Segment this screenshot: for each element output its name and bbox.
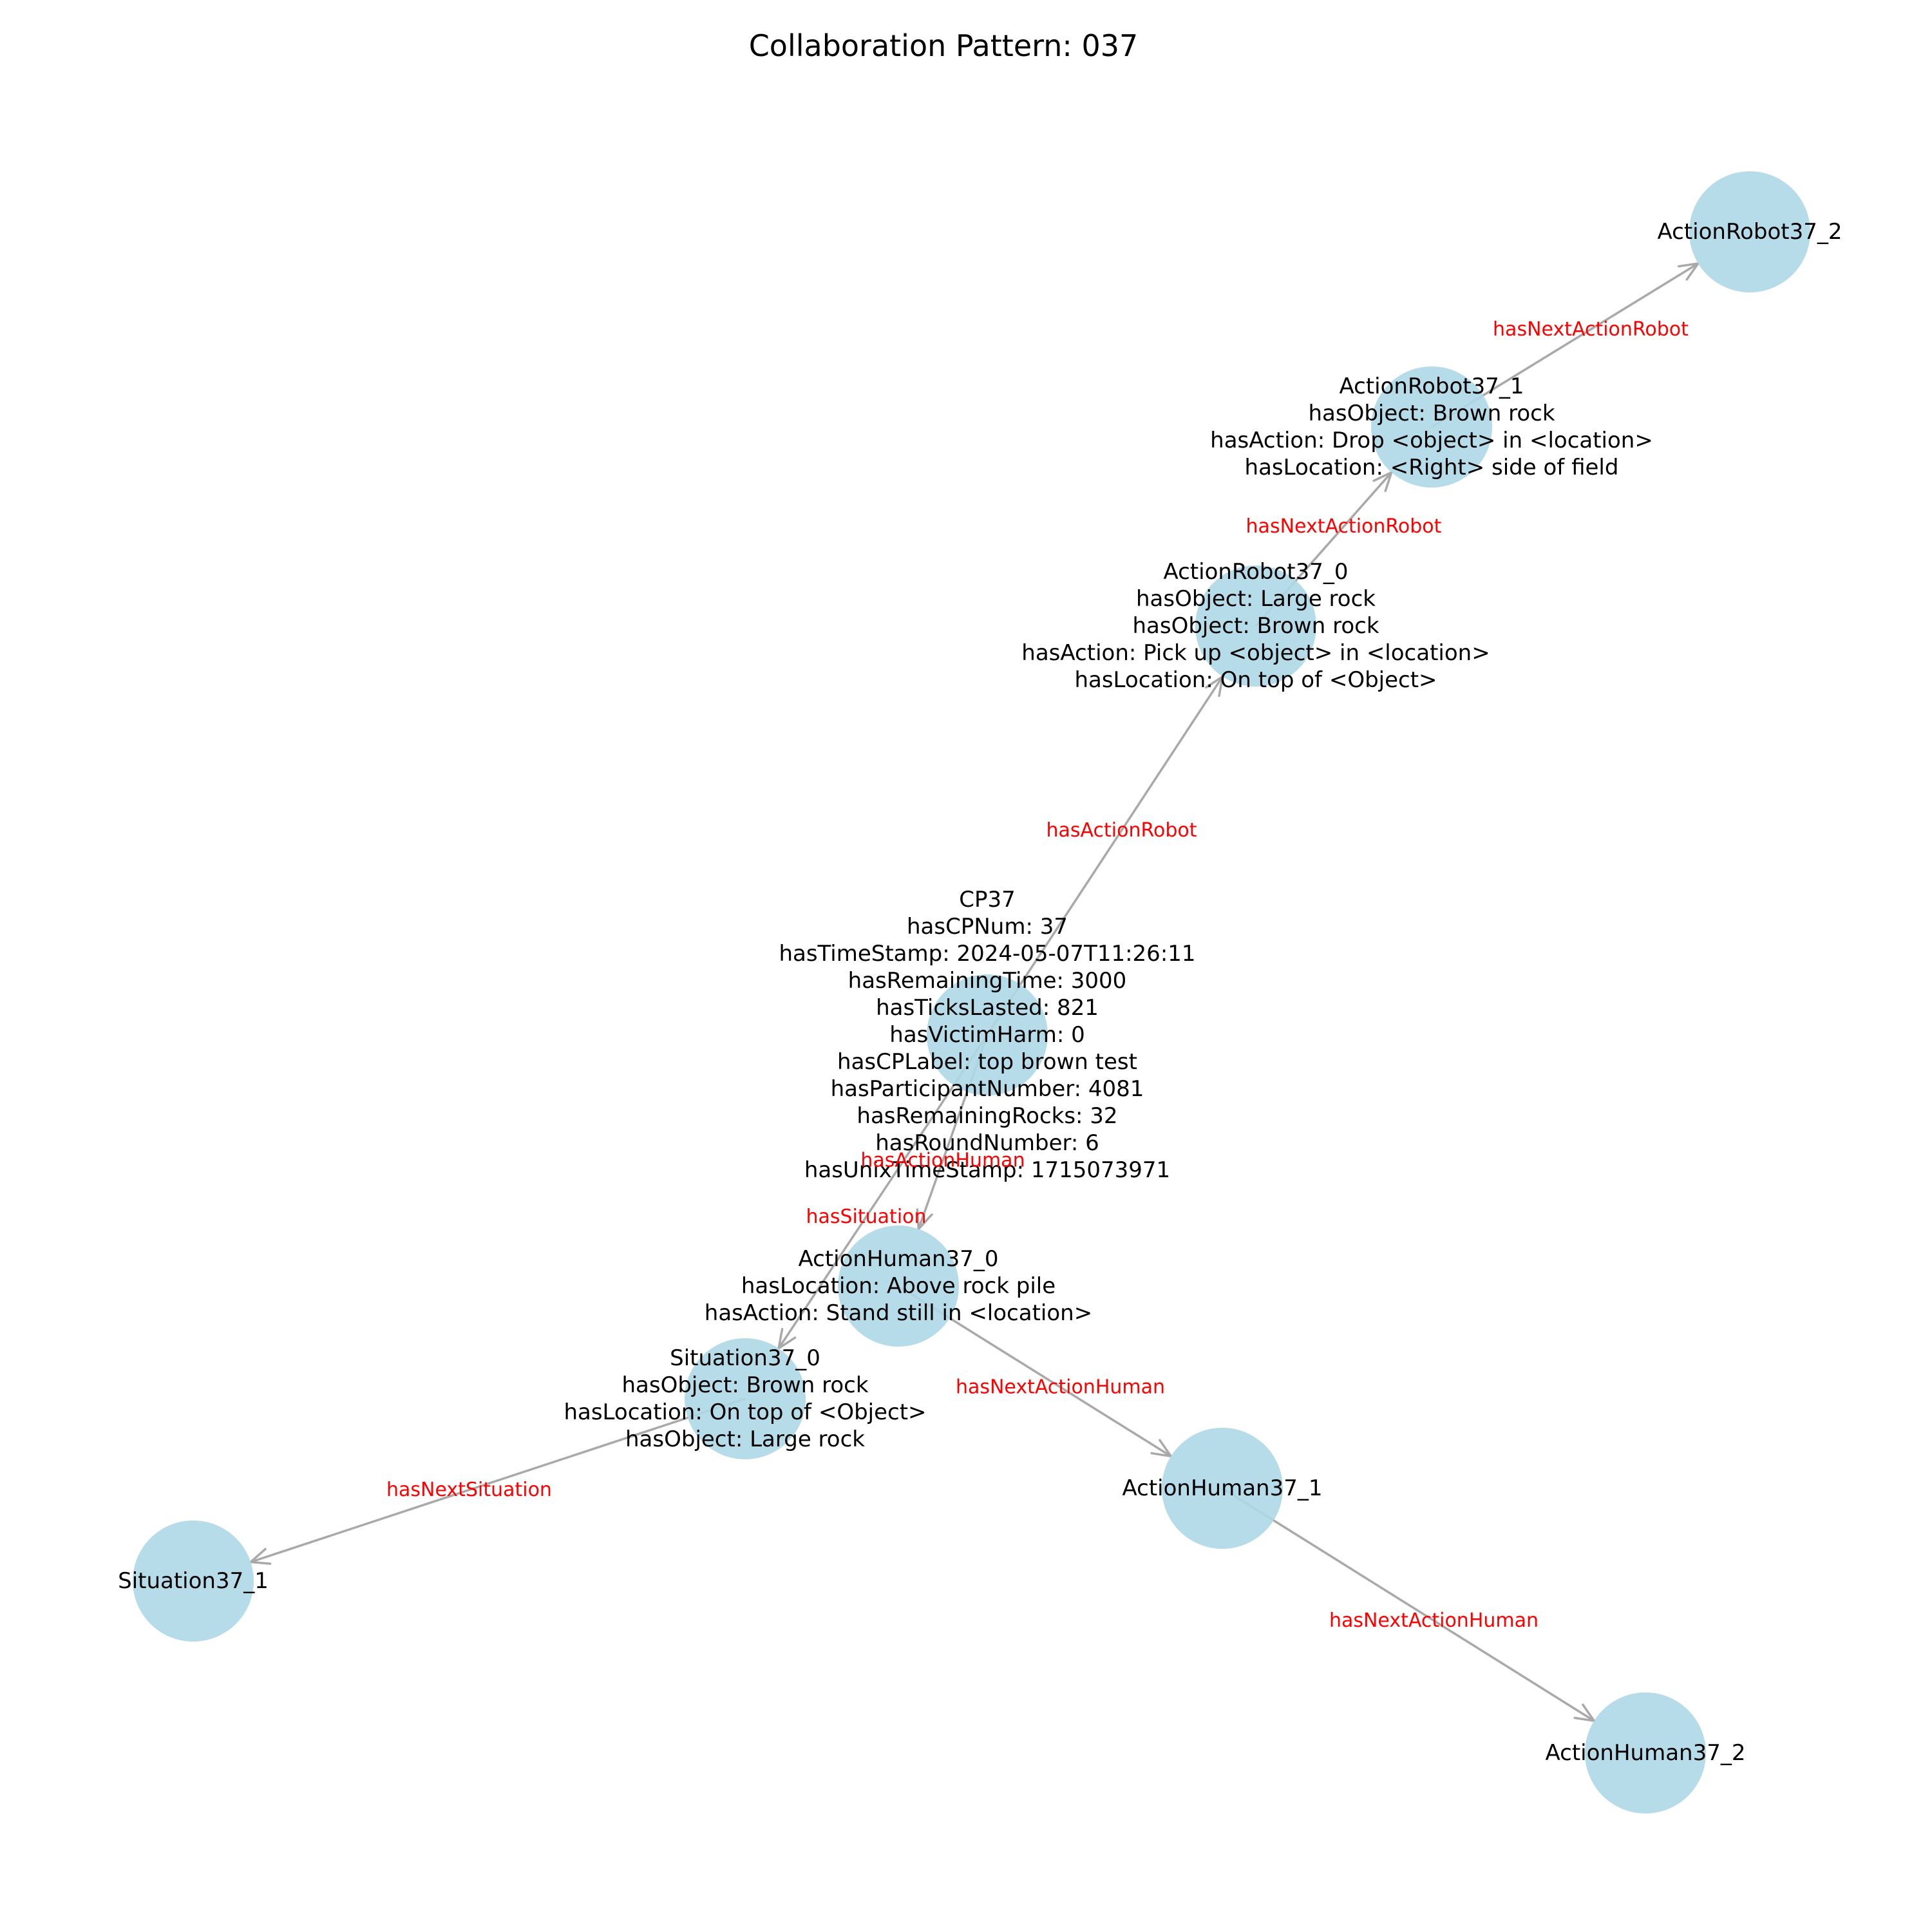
node-property: hasObject: Brown rock — [1308, 401, 1555, 426]
node-action-human37-2[interactable] — [1585, 1692, 1706, 1814]
edge-label: hasNextActionRobot — [1493, 318, 1689, 341]
node-property: hasObject: Large rock — [1136, 586, 1376, 612]
node-property: hasCPLabel: top brown test — [837, 1049, 1137, 1075]
edge-line — [1222, 1487, 1595, 1722]
node-property: hasLocation: On top of <Object> — [1074, 667, 1437, 693]
arrowhead-icon — [1573, 1703, 1596, 1722]
edge-label: hasNextActionRobot — [1246, 515, 1442, 538]
node-label-situation37-1: Situation37_1 — [118, 1568, 269, 1594]
node-property: hasObject: Large rock — [625, 1426, 865, 1452]
node-property: hasRemainingTime: 3000 — [848, 968, 1127, 994]
node-property: hasAction: Drop <object> in <location> — [1210, 428, 1653, 453]
edge-label: hasSituation — [806, 1206, 926, 1228]
node-name: ActionRobot37_0 — [1164, 559, 1349, 585]
edge-has-situation — [777, 1034, 989, 1350]
node-label-action-human37-1: ActionHuman37_1 — [1122, 1475, 1323, 1501]
edge-has-next-situation — [249, 1397, 746, 1565]
node-name: Situation37_1 — [118, 1568, 269, 1594]
edge-line — [986, 676, 1224, 1036]
node-labels-layer: ActionRobot37_2ActionRobot37_1hasObject:… — [118, 219, 1842, 1766]
arrowhead-icon — [1677, 262, 1700, 281]
node-property: hasObject: Brown rock — [621, 1372, 868, 1398]
node-property: hasRemainingRocks: 32 — [857, 1103, 1117, 1129]
node-name: CP37 — [959, 887, 1016, 913]
node-name: ActionHuman37_2 — [1546, 1740, 1746, 1766]
node-name: ActionRobot37_1 — [1340, 374, 1524, 399]
node-name: ActionRobot37_2 — [1658, 219, 1842, 245]
arrowhead-icon — [777, 1328, 797, 1350]
node-property: hasTicksLasted: 821 — [876, 995, 1099, 1021]
node-name: Situation37_0 — [670, 1345, 820, 1371]
edge-label: hasNextSituation — [386, 1479, 552, 1501]
node-action-robot37-2[interactable] — [1689, 171, 1810, 292]
node-action-robot37-1[interactable] — [1371, 366, 1492, 488]
node-property: hasRoundNumber: 6 — [875, 1130, 1099, 1156]
edge-labels-layer: hasNextActionRobot hasNextActionRobot hasA… — [386, 318, 1689, 1632]
edge-label: hasNextActionHuman — [1329, 1609, 1539, 1632]
node-property: hasVictimHarm: 0 — [889, 1022, 1084, 1048]
graph-title: Collaboration Pattern: 037 — [749, 28, 1139, 63]
node-property: hasAction: Stand still in <location> — [705, 1300, 1092, 1326]
node-cp37[interactable] — [927, 974, 1048, 1095]
node-property: hasLocation: <Right> side of field — [1245, 455, 1619, 480]
node-property: hasParticipantNumber: 4081 — [831, 1076, 1144, 1102]
node-property: hasLocation: On top of <Object> — [564, 1399, 926, 1425]
nodes-layer — [133, 171, 1810, 1814]
edge-label: hasNextActionHuman — [956, 1376, 1165, 1399]
node-property: hasCPNum: 37 — [907, 914, 1068, 940]
edge-line — [250, 1397, 746, 1564]
node-name: ActionHuman37_0 — [799, 1246, 999, 1272]
node-action-human37-0[interactable] — [838, 1226, 959, 1347]
node-property: hasTimeStamp: 2024-05-07T11:26:11 — [779, 941, 1195, 967]
arrowhead-icon — [1150, 1439, 1173, 1457]
edge-has-next-action-human — [1222, 1487, 1596, 1722]
node-label-action-robot37-2: ActionRobot37_2 — [1658, 219, 1842, 245]
edge-line — [777, 1034, 989, 1349]
edge-label: hasActionHuman — [860, 1150, 1025, 1172]
node-property: hasLocation: Above rock pile — [741, 1273, 1056, 1299]
node-action-robot37-0[interactable] — [1195, 565, 1316, 687]
node-label-action-human37-2: ActionHuman37_2 — [1546, 1740, 1746, 1766]
node-property: hasObject: Brown rock — [1132, 613, 1379, 639]
node-property: hasAction: Pick up <object> in <location… — [1021, 640, 1490, 666]
arrowhead-icon — [249, 1548, 272, 1565]
node-name: ActionHuman37_1 — [1122, 1475, 1323, 1501]
edge-label: hasActionRobot — [1046, 819, 1197, 842]
node-property: hasUnixTimeStamp: 1715073971 — [804, 1157, 1170, 1183]
node-action-human37-1[interactable] — [1162, 1428, 1283, 1549]
node-situation37-0[interactable] — [685, 1338, 806, 1459]
node-situation37-1[interactable] — [133, 1520, 254, 1642]
